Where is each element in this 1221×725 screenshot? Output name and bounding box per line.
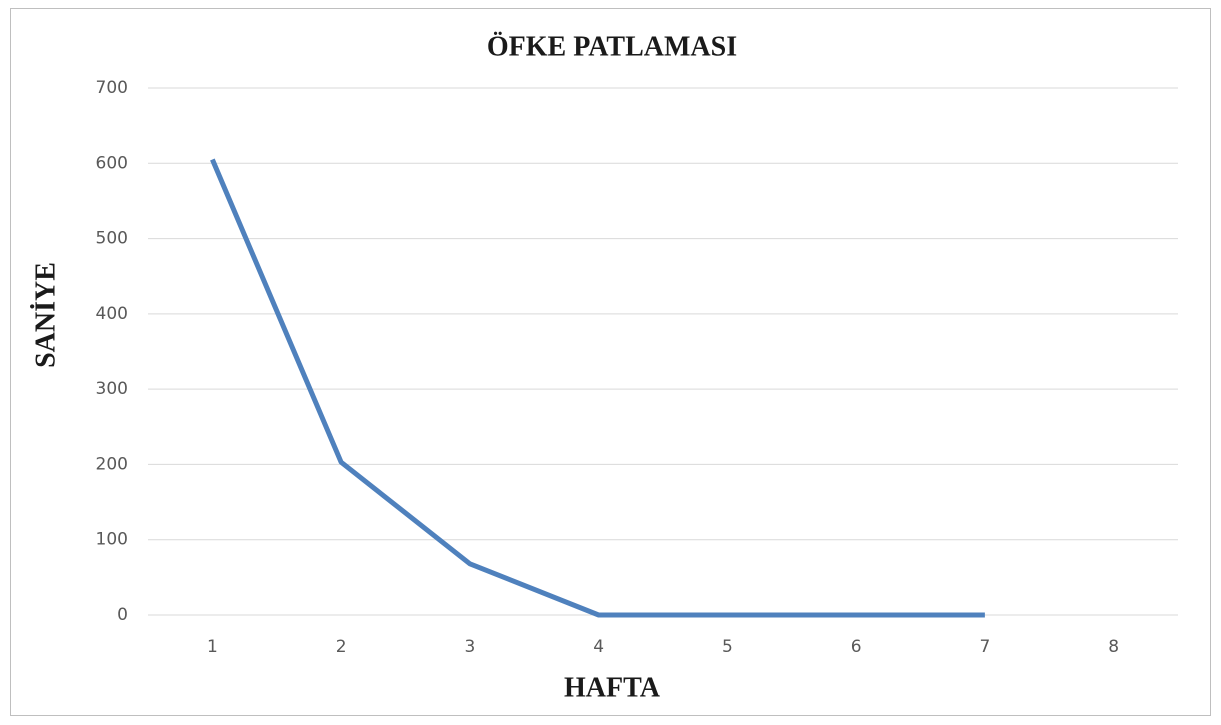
x-axis-label: HAFTA [564,672,661,703]
y-axis-label: SANİYE [30,262,61,368]
chart-border [10,8,1211,716]
y-tick-label: 200 [96,454,128,474]
y-tick-label: 100 [96,530,128,550]
chart-title: ÖFKE PATLAMASI [487,31,737,62]
x-tick-label: 8 [1108,637,1119,657]
y-tick-label: 400 [96,304,128,324]
y-tick-label: 600 [96,153,128,173]
x-tick-label: 2 [336,637,347,657]
x-tick-label: 6 [851,637,862,657]
x-tick-label: 7 [979,637,990,657]
x-tick-label: 3 [464,637,475,657]
data-line [210,158,985,618]
x-tick-label: 5 [722,637,733,657]
x-tick-label: 4 [593,637,604,657]
x-tick-label: 1 [207,637,218,657]
y-tick-label: 300 [96,379,128,399]
y-tick-label: 500 [96,229,128,249]
y-tick-label: 700 [96,78,128,98]
y-tick-label: 0 [117,605,128,625]
